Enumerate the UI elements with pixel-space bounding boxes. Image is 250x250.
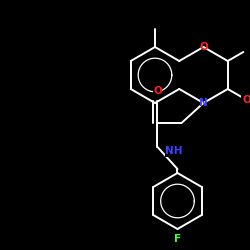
Text: O: O <box>242 95 250 105</box>
Text: O: O <box>153 86 162 96</box>
Text: F: F <box>174 234 181 244</box>
Text: O: O <box>199 42 208 52</box>
Text: N: N <box>199 98 208 108</box>
Text: NH: NH <box>166 146 183 156</box>
